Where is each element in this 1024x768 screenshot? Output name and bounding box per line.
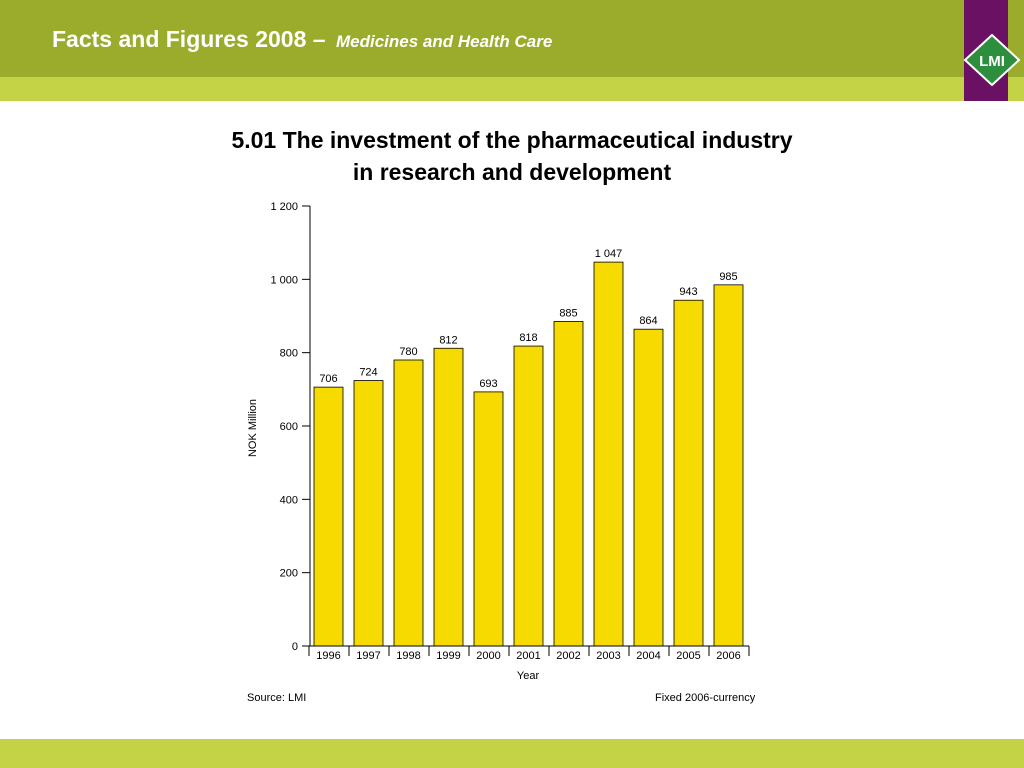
bar-2002 bbox=[553, 321, 584, 647]
bar-2000 bbox=[473, 391, 504, 647]
x-tick-label: 2001 bbox=[516, 650, 540, 662]
bar-value-label: 943 bbox=[679, 286, 697, 298]
y-tick-label: 800 bbox=[280, 348, 298, 360]
bar-1999 bbox=[433, 347, 464, 647]
bar-value-label: 818 bbox=[519, 332, 537, 344]
currency-note: Fixed 2006-currency bbox=[655, 692, 756, 704]
chart-title-line-2: in research and development bbox=[352, 159, 672, 185]
x-tick-label: 2006 bbox=[716, 650, 740, 662]
x-tick-label: 1999 bbox=[436, 650, 460, 662]
bar-value-label: 724 bbox=[359, 367, 377, 379]
bar-value-label: 864 bbox=[639, 315, 657, 327]
x-axis-label: Year bbox=[517, 670, 540, 682]
chart-title-line-1: 5.01 The investment of the pharmaceutica… bbox=[231, 127, 793, 153]
bar-2001 bbox=[513, 345, 544, 647]
bar-value-label: 780 bbox=[399, 346, 417, 358]
bar-2003 bbox=[593, 261, 624, 647]
bar-1996 bbox=[313, 386, 344, 647]
bar-2005 bbox=[673, 299, 704, 647]
y-tick-label: 600 bbox=[280, 421, 298, 433]
x-tick-label: 1996 bbox=[316, 650, 340, 662]
x-tick-label: 2003 bbox=[596, 650, 620, 662]
y-tick-label: 400 bbox=[280, 494, 298, 506]
bar-value-label: 985 bbox=[719, 271, 737, 283]
y-tick-label: 0 bbox=[292, 641, 298, 653]
x-tick-label: 2002 bbox=[556, 650, 580, 662]
source-note: Source: LMI bbox=[247, 692, 307, 704]
bar-value-label: 885 bbox=[559, 308, 577, 320]
x-tick-label: 2000 bbox=[476, 650, 500, 662]
bar-2004 bbox=[633, 328, 664, 647]
chart-title: 5.01 The investment of the pharmaceutica… bbox=[150, 124, 874, 188]
footer-bar bbox=[0, 739, 1024, 768]
page-title-main: Facts and Figures 2008 – bbox=[52, 26, 326, 52]
logo-text: LMI bbox=[979, 53, 1005, 70]
x-tick-label: 1998 bbox=[396, 650, 420, 662]
bar-2006 bbox=[713, 284, 744, 647]
page-subtitle: Medicines and Health Care bbox=[335, 32, 553, 51]
bar-1997 bbox=[353, 380, 384, 647]
y-axis-label: NOK Million bbox=[247, 399, 259, 457]
header-accent-bar bbox=[0, 77, 1024, 101]
bar-value-label: 812 bbox=[439, 334, 457, 346]
y-tick-label: 1 000 bbox=[270, 274, 298, 286]
y-tick-label: 1 200 bbox=[270, 201, 298, 213]
x-tick-label: 2004 bbox=[636, 650, 660, 662]
bar-1998 bbox=[393, 359, 424, 647]
y-tick-label: 200 bbox=[280, 568, 298, 580]
page-title: Facts and Figures 2008 – Medicines and H… bbox=[52, 26, 552, 53]
header-bar bbox=[0, 0, 1024, 77]
bar-value-label: 706 bbox=[319, 373, 337, 385]
x-tick-label: 1997 bbox=[356, 650, 380, 662]
x-tick-label: 2005 bbox=[676, 650, 700, 662]
bar-value-label: 1 047 bbox=[595, 248, 623, 260]
lmi-logo: LMI bbox=[963, 34, 1021, 86]
bar-value-label: 693 bbox=[479, 378, 497, 390]
